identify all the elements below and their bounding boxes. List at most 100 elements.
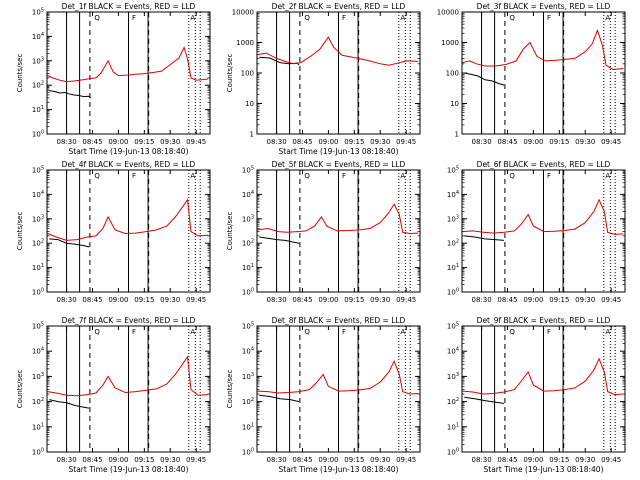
x-tick-label: 09:45: [601, 456, 621, 464]
interval-marker: F: [342, 328, 346, 336]
y-axis-label: Counts/sec: [226, 212, 234, 251]
lld-series-line: [462, 28, 624, 71]
x-tick-label: 09:30: [370, 456, 390, 464]
x-tick-label: 09:45: [186, 138, 206, 146]
x-tick-label: 09:15: [344, 296, 364, 304]
detector-panel: Det_8f BLACK = Events, RED = LLD Q F A 100 10…: [226, 316, 421, 474]
y-tick-label: 100: [32, 130, 44, 139]
y-tick-label: 101: [242, 263, 254, 272]
y-tick-label: 100: [241, 70, 254, 78]
y-tick-label: 101: [32, 422, 44, 431]
interval-marker: A: [190, 14, 195, 22]
x-tick-label: 09:15: [344, 456, 364, 464]
detector-panel: Det_7f BLACK = Events, RED = LLD Q F A 100 10…: [16, 316, 211, 474]
y-tick-label: 103: [32, 56, 44, 65]
events-series-line: [49, 238, 90, 248]
x-tick-label: 09:00: [108, 296, 128, 304]
y-tick-label: 104: [32, 32, 44, 41]
interval-marker: Q: [304, 328, 310, 336]
y-tick-label: 103: [242, 214, 254, 223]
panel-title: Det_7f BLACK = Events, RED = LLD: [62, 316, 196, 325]
x-tick-label: 08:45: [82, 138, 102, 146]
panel-title: Det_3f BLACK = Events, RED = LLD: [477, 2, 611, 11]
interval-marker: A: [605, 172, 610, 180]
y-tick-label: 102: [32, 397, 44, 406]
x-tick-label: 09:15: [549, 138, 569, 146]
y-axis-label: Counts/sec: [226, 54, 234, 93]
x-axis-label: Start Time (19-Jun-13 08:18:40): [484, 465, 604, 474]
detector-panel: Det_9f BLACK = Events, RED = LLD Q F A 100 10…: [447, 316, 626, 474]
y-tick-label: 10: [450, 100, 459, 108]
x-tick-label: 08:45: [497, 138, 517, 146]
y-tick-label: 100: [32, 288, 44, 297]
y-tick-label: 101: [447, 263, 459, 272]
x-tick-label: 08:45: [497, 296, 517, 304]
y-tick-label: 103: [447, 372, 459, 381]
detector-panel: Det_4f BLACK = Events, RED = LLD Q F A 100 10…: [16, 160, 211, 304]
interval-marker: F: [547, 172, 551, 180]
y-tick-label: 101: [32, 263, 44, 272]
x-tick-label: 09:00: [523, 296, 543, 304]
x-axis-label: Start Time (19-Jun-13 08:18:40): [69, 465, 189, 474]
x-tick-label: 09:00: [108, 456, 128, 464]
x-tick-label: 09:15: [344, 138, 364, 146]
x-tick-label: 08:45: [292, 296, 312, 304]
y-tick-label: 103: [447, 214, 459, 223]
y-tick-label: 101: [447, 422, 459, 431]
y-tick-label: 102: [32, 81, 44, 90]
y-tick-label: 102: [242, 397, 254, 406]
interval-marker: A: [400, 14, 405, 22]
x-tick-label: 09:30: [575, 138, 595, 146]
y-tick-label: 10000: [232, 9, 254, 17]
x-tick-label: 09:00: [523, 456, 543, 464]
y-tick-label: 103: [242, 372, 254, 381]
y-tick-label: 10: [245, 100, 254, 108]
x-tick-label: 08:30: [266, 456, 286, 464]
lld-series-line: [257, 36, 419, 66]
y-tick-label: 105: [32, 166, 44, 175]
detector-panel: Det_6f BLACK = Events, RED = LLD Q F A 100 10…: [447, 160, 626, 304]
x-tick-label: 09:30: [575, 456, 595, 464]
y-tick-label: 103: [32, 372, 44, 381]
x-tick-label: 08:30: [266, 138, 286, 146]
interval-marker: A: [400, 328, 405, 336]
y-axis-label: Counts/sec: [226, 370, 234, 409]
interval-marker: F: [342, 14, 346, 22]
x-tick-label: 08:30: [471, 138, 491, 146]
y-tick-label: 100: [447, 448, 459, 457]
events-series-line: [49, 399, 90, 409]
y-tick-label: 105: [242, 322, 254, 331]
panel-title: Det_5f BLACK = Events, RED = LLD: [272, 160, 406, 169]
panel-title: Det_6f BLACK = Events, RED = LLD: [477, 160, 611, 169]
y-tick-label: 1000: [441, 39, 459, 47]
interval-marker: Q: [94, 14, 100, 22]
x-tick-label: 09:45: [396, 456, 416, 464]
y-tick-label: 104: [447, 347, 459, 356]
interval-marker: F: [342, 172, 346, 180]
interval-marker: Q: [509, 328, 515, 336]
x-tick-label: 08:45: [292, 138, 312, 146]
y-tick-label: 104: [32, 347, 44, 356]
x-tick-label: 09:30: [160, 296, 180, 304]
interval-marker: Q: [304, 172, 310, 180]
x-tick-label: 09:45: [396, 296, 416, 304]
x-tick-label: 09:30: [160, 138, 180, 146]
y-tick-label: 103: [32, 214, 44, 223]
y-tick-label: 1000: [236, 39, 254, 47]
x-tick-label: 08:30: [471, 296, 491, 304]
x-tick-label: 09:30: [160, 456, 180, 464]
x-tick-label: 09:45: [601, 138, 621, 146]
y-tick-label: 1: [250, 131, 254, 139]
y-tick-label: 105: [447, 322, 459, 331]
x-tick-label: 08:45: [82, 456, 102, 464]
y-tick-label: 105: [32, 322, 44, 331]
interval-marker: F: [547, 328, 551, 336]
events-series-line: [259, 236, 300, 244]
y-tick-label: 104: [242, 190, 254, 199]
detector-panel: Det_5f BLACK = Events, RED = LLD Q F A 100 10…: [226, 160, 421, 304]
interval-marker: A: [400, 172, 405, 180]
x-tick-label: 09:30: [370, 138, 390, 146]
y-tick-label: 102: [447, 397, 459, 406]
x-tick-label: 08:30: [56, 456, 76, 464]
